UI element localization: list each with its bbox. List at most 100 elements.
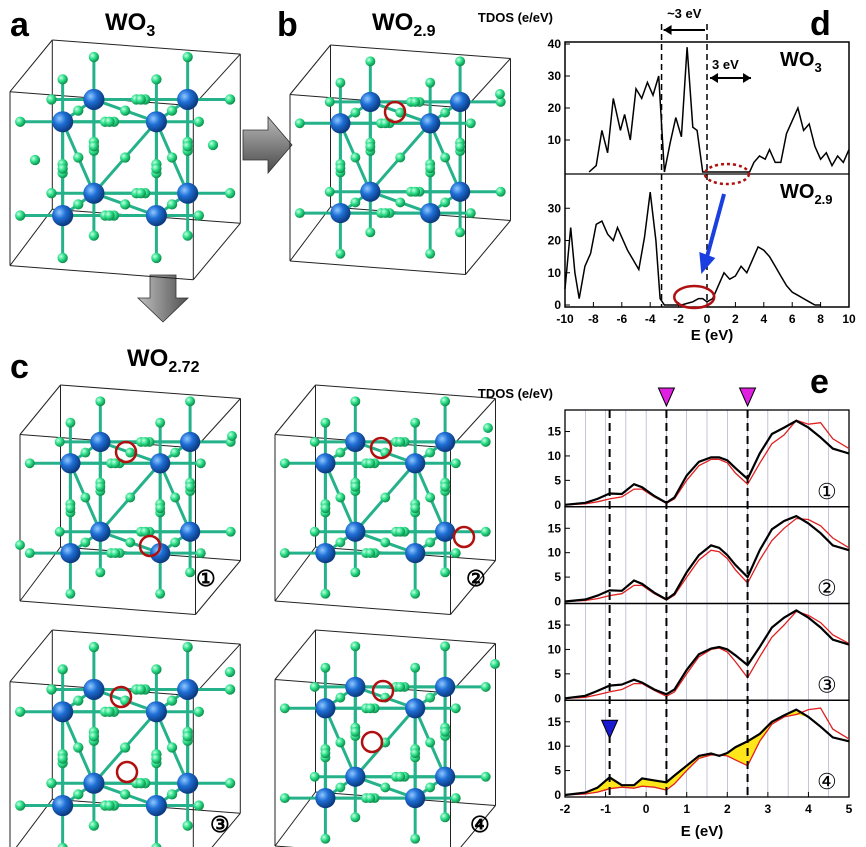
oxygen-atom [135, 94, 146, 105]
chart-e-xtick-label: -2 [560, 802, 571, 816]
oxygen-atom [73, 789, 84, 800]
oxygen-atom [309, 436, 320, 447]
oxygen-atom [410, 833, 421, 844]
chart-e-ytick-label: 10 [548, 449, 562, 463]
chart-e: TDOS (e/eV) E (eV) -2 -1 0 1 2 3 4 5 0 5 10 15 ① 0 5 10 15… [478, 386, 853, 840]
oxygen-atom [166, 742, 178, 753]
chart-d-xtick-label: 10 [842, 312, 856, 326]
oxygen-atom [380, 537, 391, 548]
chart-d-ytick-label: 30 [548, 69, 562, 83]
oxygen-atom [193, 116, 204, 127]
oxygen-atom [88, 731, 100, 742]
lattice-wo3 [9, 39, 241, 281]
oxygen-atom [54, 526, 65, 537]
chart-d-ytick-label: 20 [548, 101, 562, 115]
tungsten-atom [420, 113, 441, 134]
oxygen-atom [410, 588, 421, 599]
oxygen-atom [450, 458, 461, 469]
arrow-a-to-b-icon [242, 115, 293, 175]
lattice-config-4 [274, 629, 500, 847]
chart-e-xtick-label: 3 [765, 802, 772, 816]
oxygen-atom [15, 210, 26, 221]
config-1-label: ① [196, 566, 216, 591]
oxygen-atom [182, 141, 193, 152]
chart-e-xtick-label: 5 [846, 802, 853, 816]
oxygen-atom [15, 540, 25, 550]
oxygen-atom [182, 641, 193, 653]
chart-d-ytick-label: 20 [548, 234, 562, 248]
tungsten-atom [315, 698, 336, 719]
tungsten-atom [179, 521, 201, 542]
cell-edge [15, 798, 53, 847]
oxygen-atom [350, 812, 361, 823]
chart-e-ylabel: TDOS (e/eV) [478, 386, 553, 401]
cell-edge [60, 384, 241, 399]
tungsten-atom [83, 772, 105, 794]
oxygen-atom [425, 737, 436, 748]
panel-a-letter: a [10, 6, 30, 44]
cell-edge [274, 600, 451, 615]
oxygen-atom [320, 417, 331, 428]
tungsten-atom [345, 676, 366, 698]
oxygen-atom [29, 154, 41, 166]
chart-d-series-line [564, 192, 821, 306]
chart-e-subplot-label: ③ [817, 672, 837, 697]
oxygen-atom [65, 503, 76, 514]
oxygen-atom [24, 548, 35, 559]
cell-edge [9, 208, 53, 266]
oxygen-atom [480, 681, 491, 692]
cell-edge [274, 384, 316, 435]
oxygen-atom [440, 726, 451, 737]
oxygen-atom [395, 436, 406, 447]
oxygen-atom [410, 96, 421, 107]
chart-e-series-black [564, 514, 850, 603]
cell-edge [289, 260, 466, 275]
oxygen-atom [73, 105, 84, 116]
chart-e-series-black [564, 419, 850, 506]
chart-e-subplot-frame [564, 699, 850, 798]
chart-e-ytick-label: 5 [554, 667, 561, 681]
cell-edge [9, 629, 53, 683]
tungsten-atom [330, 113, 351, 134]
chart-e-ytick-label: 0 [554, 595, 561, 609]
cell-edge [19, 600, 196, 615]
tungsten-atom [434, 676, 456, 698]
oxygen-atom [227, 431, 237, 441]
oxygen-atom [15, 706, 26, 717]
oxygen-atom [57, 664, 68, 675]
oxygen-atom [395, 197, 406, 208]
oxygen-atom [425, 782, 436, 793]
chart-e-series-red [564, 517, 850, 603]
lattice-config-1 [15, 384, 241, 615]
oxygen-atom [279, 458, 290, 469]
cell-edge [330, 44, 511, 59]
cell-edge [315, 629, 496, 644]
chart-e-series-red [564, 707, 850, 796]
oxygen-vacancy-marker [371, 679, 395, 703]
arrow-a-to-c-icon [137, 274, 189, 323]
oxygen-atom [88, 820, 100, 831]
tungsten-atom [145, 701, 167, 723]
cell-edge [192, 643, 241, 697]
oxygen-atom [125, 447, 136, 458]
tungsten-atom [449, 181, 471, 202]
tungsten-atom [177, 772, 199, 794]
oxygen-atom [46, 684, 57, 695]
oxygen-atom [224, 666, 236, 678]
oxygen-atom [294, 208, 305, 219]
panel-b-formula-sub: 2.9 [413, 23, 435, 40]
chart-d-ylabel: TDOS (e/eV) [478, 10, 553, 25]
chart-e-series-black [564, 609, 850, 700]
oxygen-atom [193, 800, 204, 811]
tungsten-atom [150, 453, 171, 474]
oxygen-atom [365, 141, 376, 152]
panel-a-formula-main: WO [105, 9, 146, 36]
oxygen-atom [95, 567, 106, 578]
oxygen-atom [135, 188, 146, 199]
tungsten-atom [83, 88, 105, 111]
oxygen-atom [350, 396, 361, 407]
chart-d-xtick-label: -2 [673, 312, 684, 326]
oxygen-atom [450, 703, 461, 714]
oxygen-atom [320, 503, 331, 514]
